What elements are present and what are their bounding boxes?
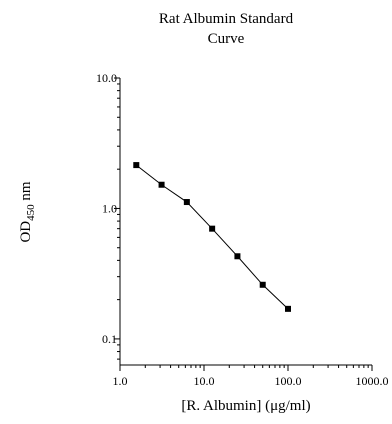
axes: 1.0 10.0 100.0 1000.0 0.1 1.0 10.0	[96, 71, 389, 388]
x-tick-label: 1.0	[113, 374, 128, 388]
data-point	[158, 181, 165, 188]
x-axis-label: [R. Albumin] (μg/ml)	[181, 398, 310, 414]
data-point	[234, 253, 241, 260]
y-tick-label: 0.1	[102, 332, 117, 346]
y-axis-label-main: OD	[18, 221, 34, 243]
x-tick-label: 100.0	[275, 374, 302, 388]
y-tick-label: 1.0	[102, 201, 117, 215]
data-point	[259, 281, 266, 288]
y-tick-label: 10.0	[96, 71, 117, 85]
data-point	[209, 225, 216, 232]
data-point	[133, 162, 140, 169]
y-axis-label-unit: nm	[18, 181, 34, 204]
series	[133, 162, 291, 312]
chart-title-line-2: Curve	[208, 31, 245, 47]
y-axis-label: OD450 nm	[18, 181, 37, 242]
x-tick-label: 10.0	[194, 374, 215, 388]
y-axis-label-subscript: 450	[25, 204, 37, 221]
data-point	[285, 305, 291, 312]
data-point	[183, 199, 190, 206]
chart-title-line-1: Rat Albumin Standard	[159, 11, 294, 27]
x-tick-label: 1000.0	[356, 374, 389, 388]
